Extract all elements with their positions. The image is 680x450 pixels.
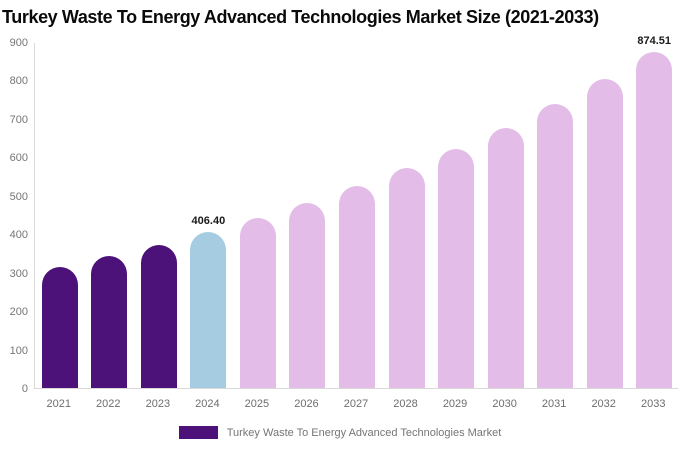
x-tick-label: 2022 xyxy=(96,398,121,410)
bar-2030[interactable] xyxy=(487,127,524,388)
data-label-2033: 874.51 xyxy=(637,34,672,47)
x-tick-label: 2024 xyxy=(195,398,220,410)
x-tick-label: 2029 xyxy=(442,398,468,410)
plot-area: 406.40 874.51 xyxy=(34,35,678,389)
x-tick-label: 2023 xyxy=(145,398,171,410)
x-axis: 2021 2022 2023 2024 2025 2026 2027 2028 2029 2030… xyxy=(34,398,678,412)
x-tick-label: 2025 xyxy=(244,398,270,410)
x-tick-label: 2026 xyxy=(294,398,319,410)
data-label-2024: 406.40 xyxy=(191,214,226,227)
y-tick-label: 800 xyxy=(9,75,28,88)
y-tick-label: 400 xyxy=(9,229,28,242)
bar-2026[interactable] xyxy=(289,202,326,388)
x-tick-label: 2021 xyxy=(46,398,72,410)
bar-2029[interactable] xyxy=(438,148,475,388)
y-tick-label: 300 xyxy=(9,267,28,280)
bar-2032[interactable] xyxy=(586,79,623,388)
y-axis: 0 100 200 300 400 500 600 700 800 900 xyxy=(0,0,28,450)
y-tick-label: 900 xyxy=(9,37,28,49)
x-tick-label: 2027 xyxy=(343,398,369,410)
bar-2021[interactable] xyxy=(41,267,78,388)
x-tick-label: 2031 xyxy=(541,398,567,410)
bar-2022[interactable] xyxy=(91,256,128,388)
x-tick-label: 2033 xyxy=(640,398,666,410)
bar-2024[interactable] xyxy=(190,231,227,388)
legend-item[interactable]: Turkey Waste To Energy Advanced Technolo… xyxy=(0,426,680,439)
y-tick-label: 500 xyxy=(9,190,28,203)
y-tick-label: 600 xyxy=(9,152,28,165)
bar-2028[interactable] xyxy=(388,168,425,388)
bar-2025[interactable] xyxy=(239,217,276,388)
bar-2027[interactable] xyxy=(339,186,375,388)
x-tick-label: 2028 xyxy=(393,398,418,410)
x-tick-label: 2032 xyxy=(591,398,616,410)
y-tick-label: 100 xyxy=(9,344,28,357)
legend-swatch-icon xyxy=(178,426,218,439)
bar-2031[interactable] xyxy=(537,104,574,388)
y-tick-label: 700 xyxy=(9,113,28,126)
y-tick-label: 200 xyxy=(9,306,28,319)
bar-2033[interactable] xyxy=(636,51,673,388)
bar-2023[interactable] xyxy=(140,244,177,388)
chart-title: Turkey Waste To Energy Advanced Technolo… xyxy=(2,7,599,27)
y-tick-label: 0 xyxy=(21,383,28,395)
legend-label: Turkey Waste To Energy Advanced Technolo… xyxy=(226,426,502,439)
x-tick-label: 2030 xyxy=(492,398,517,410)
